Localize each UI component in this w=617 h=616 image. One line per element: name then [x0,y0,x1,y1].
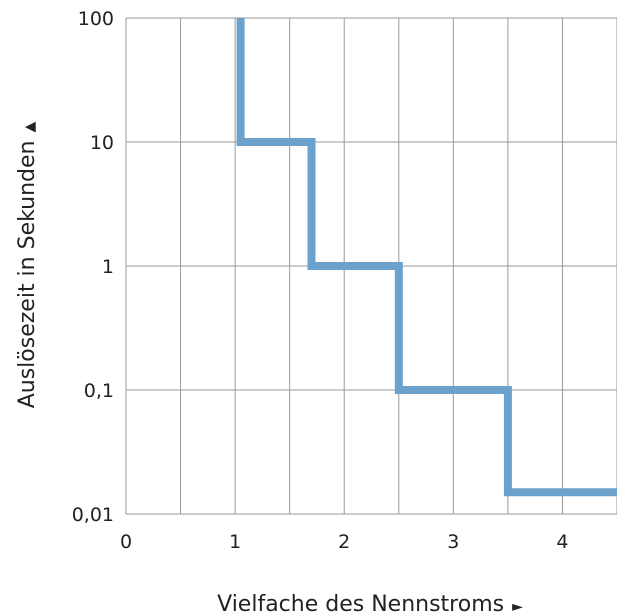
y-axis-arrow: ▲ [22,122,38,133]
y-axis-title: Auslösezeit in Sekunden ▲ [15,122,40,409]
x-tick-labels: 0 1 2 3 4 [120,531,569,553]
x-tick-label: 3 [447,531,459,553]
y-tick-labels: 100 10 1 0,1 0,01 [72,8,114,526]
y-tick-label: 0,01 [72,504,114,526]
x-tick-label: 0 [120,531,132,553]
x-axis-arrow: ► [512,599,523,615]
x-tick-label: 1 [229,531,241,553]
y-tick-label: 100 [78,8,114,30]
trip-curve [236,18,617,497]
x-tick-label: 4 [556,531,568,553]
y-axis-label: Auslösezeit in Sekunden [15,141,40,409]
y-tick-label: 0,1 [84,380,114,402]
x-axis-label: Vielfache des Nennstroms [217,592,504,616]
y-tick-label: 10 [90,132,114,154]
svg-text:Auslösezeit in Sekunden▲: Auslösezeit in Sekunden ▲ [15,122,40,409]
trip-curve-line [236,18,617,497]
x-tick-label: 2 [338,531,350,553]
y-tick-label: 1 [102,256,114,278]
x-axis-title: Vielfache des Nennstroms ► [217,592,523,616]
